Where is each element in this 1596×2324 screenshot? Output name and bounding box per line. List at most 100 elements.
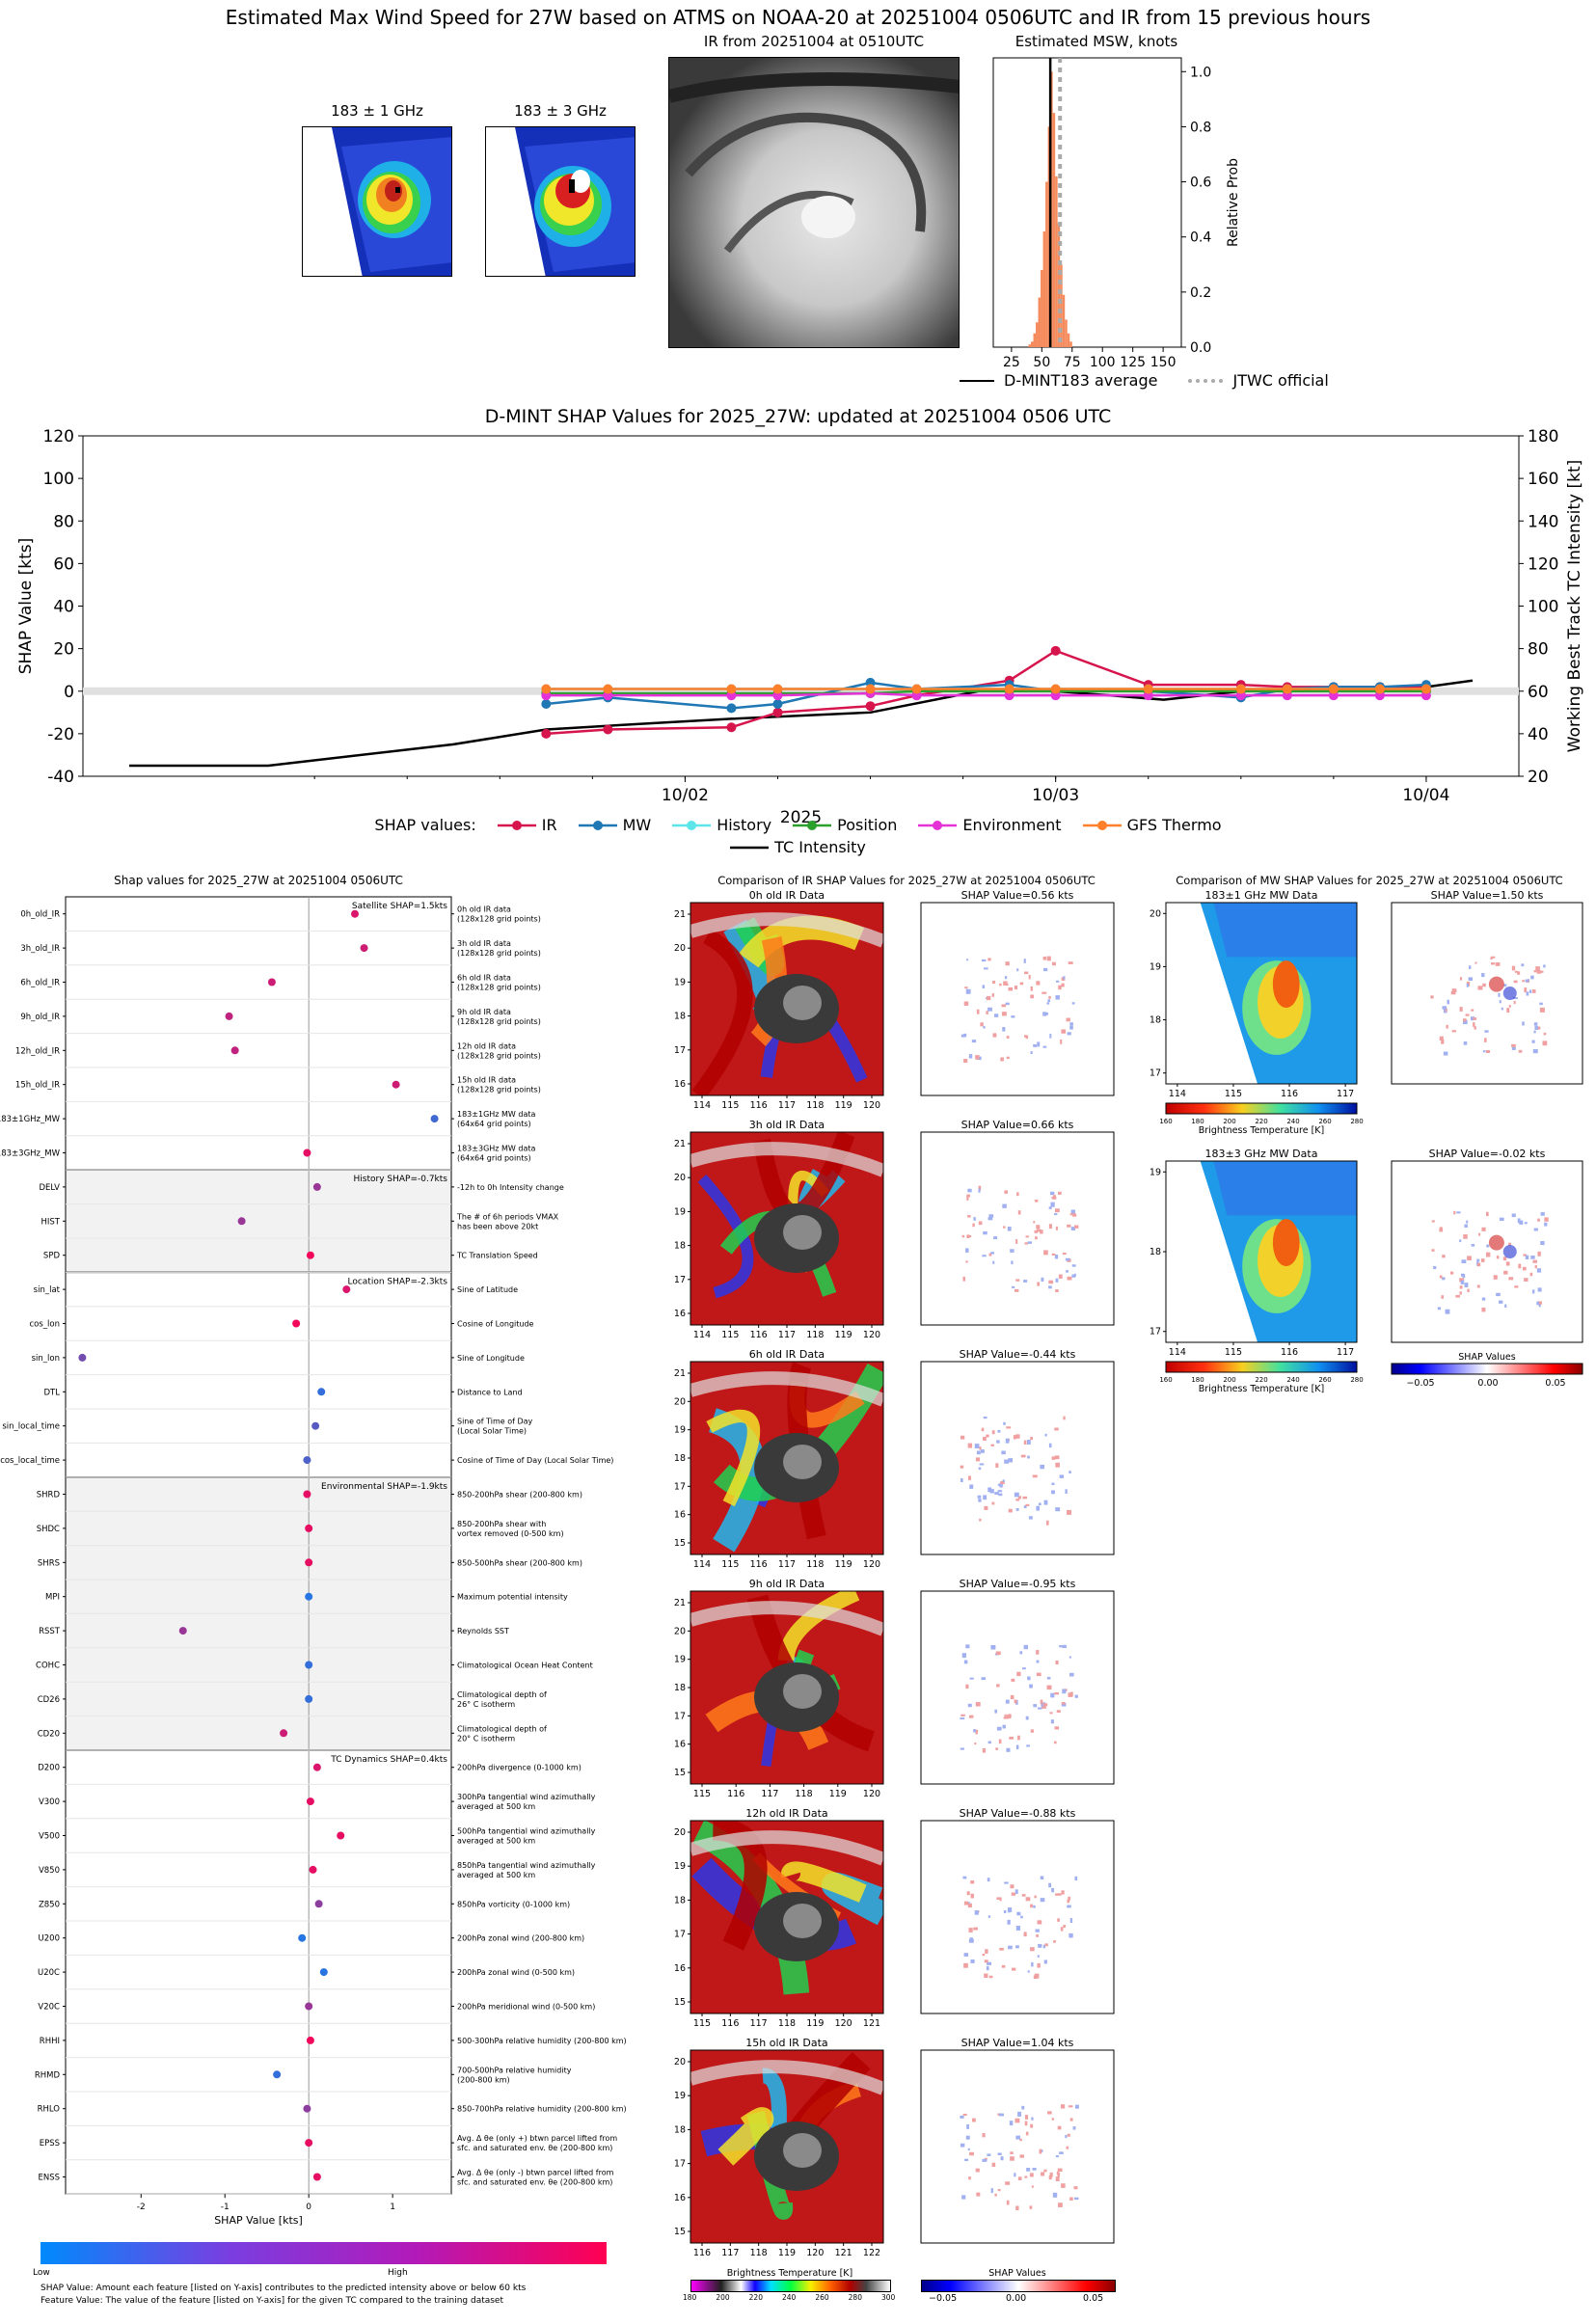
- feat-dot: [306, 1251, 314, 1259]
- feat-name-label: 9h_old_IR: [20, 1013, 60, 1022]
- shap-pixel: [987, 1487, 992, 1493]
- shap-pixel: [1021, 1894, 1026, 1897]
- feat-desc-label: 20° C isotherm: [457, 1734, 515, 1743]
- feat-name-label: V850: [39, 1866, 60, 1876]
- feat-dot: [305, 1558, 313, 1567]
- ir-y-tick-label: 16: [674, 1510, 686, 1521]
- hist-bar: [1031, 341, 1034, 347]
- ir-shap-image: [920, 902, 1115, 1096]
- feat-name-label: cos_local_time: [0, 1456, 60, 1466]
- ir-y-tick-label: 19: [674, 1425, 686, 1436]
- shap-pixel: [960, 1465, 964, 1469]
- shap-pixel: [1023, 1932, 1027, 1937]
- shap-pixel: [1476, 1262, 1481, 1267]
- feat-desc-label: (64x64 grid points): [457, 1120, 531, 1128]
- feat-dot: [303, 2104, 311, 2113]
- shap-pixel: [1051, 1490, 1055, 1495]
- shap-pixel: [980, 1449, 985, 1453]
- shap-pixel: [1522, 1021, 1525, 1026]
- hist-bar: [1062, 294, 1066, 347]
- feat-desc-label: 9h old IR data: [457, 1008, 511, 1016]
- feat-dot: [273, 2070, 282, 2079]
- shap-pixel: [1058, 2202, 1063, 2207]
- ts-ytick-label: 80: [53, 512, 74, 531]
- shap-pixel: [1003, 1716, 1009, 1719]
- shap-pixel: [1011, 1015, 1015, 1018]
- feat-dot: [305, 1592, 313, 1601]
- shap-pixel: [965, 1260, 968, 1263]
- shap-pixel: [1069, 1022, 1073, 1026]
- shap-pixel: [996, 1440, 1000, 1444]
- shap-pixel: [968, 1938, 974, 1943]
- ir-y-tick-label: 19: [674, 1655, 686, 1665]
- shap-pixel: [1053, 1195, 1056, 1200]
- ir-shap-cbar-label: SHAP Values: [988, 2268, 1046, 2279]
- hist-xtick-label: 25: [1003, 355, 1020, 370]
- shap-pixel: [1046, 956, 1051, 961]
- shap-pixel: [967, 1703, 972, 1708]
- feat-group-label: History SHAP=-0.7kts: [354, 1175, 448, 1184]
- shap-pixel: [1467, 1288, 1470, 1293]
- feat-name-label: 183±3GHz_MW: [0, 1149, 61, 1159]
- shap-pixel: [1043, 1500, 1048, 1505]
- shap-pixel: [1066, 2146, 1069, 2149]
- shap-pixel: [1007, 1227, 1012, 1231]
- ts-point-ir: [865, 701, 876, 712]
- shap-pixel: [1471, 1009, 1474, 1012]
- shap-pixel: [1054, 1213, 1058, 1216]
- feat-group-band: [66, 1170, 451, 1273]
- shap-pixel: [1453, 1210, 1456, 1215]
- shap-pixel: [995, 1463, 999, 1468]
- feat-dot: [305, 1661, 313, 1669]
- feat-name-label: 15h_old_IR: [15, 1081, 60, 1091]
- cbar-high-label: High: [388, 2268, 408, 2278]
- shap-pixel: [1481, 973, 1485, 978]
- shap-pixel: [1539, 1002, 1543, 1006]
- ir-cbar-tick-label: 240: [782, 2293, 797, 2302]
- feat-name-label: EPSS: [40, 2139, 60, 2148]
- shap-pixel: [962, 2113, 967, 2117]
- shap-pixel: [1543, 1032, 1547, 1036]
- ts-ytick-label: 100: [43, 470, 74, 489]
- ir-y-tick-label: 15: [674, 2227, 686, 2237]
- shap-pixel: [964, 2158, 969, 2162]
- shap-pixel: [1060, 2104, 1066, 2109]
- shap-pixel: [1441, 1039, 1445, 1044]
- shap-pixel: [1511, 1046, 1516, 1050]
- shap-pixel: [1015, 2205, 1019, 2211]
- shap-pixel: [1069, 1656, 1071, 1659]
- shap-pixel: [1005, 961, 1010, 966]
- shap-pixel: [1032, 2167, 1037, 2171]
- ir-x-tick-label: 116: [750, 1100, 768, 1111]
- shap-pixel: [1030, 1436, 1033, 1441]
- shap-pixel: [1055, 995, 1060, 1000]
- shap-pixel: [966, 1891, 970, 1896]
- shap-pixel: [996, 1726, 1002, 1731]
- ir-shap-frame: [920, 2049, 1115, 2244]
- shap-pixel: [1002, 1027, 1006, 1032]
- shap-pixel: [1007, 1919, 1011, 1925]
- ir-x-tick-label: 115: [693, 2018, 711, 2029]
- shap-pixel: [1026, 1440, 1031, 1445]
- hist-bar: [1045, 181, 1048, 347]
- ir-x-tick-label: 119: [835, 1330, 852, 1340]
- shap-pixel: [1036, 1229, 1041, 1232]
- ir-thumbnail: [668, 57, 960, 348]
- shap-pixel: [982, 1255, 987, 1257]
- shap-pixel: [1003, 1909, 1007, 1914]
- shap-pixel: [1476, 1284, 1480, 1288]
- shap-pixel: [1430, 995, 1434, 999]
- shap-pixel: [1441, 1295, 1444, 1299]
- shap-pixel: [978, 1499, 982, 1502]
- shap-pixel: [1524, 1278, 1528, 1282]
- mw-colorbar: [1165, 1361, 1358, 1373]
- shap-pixel: [975, 1702, 981, 1707]
- shap-pixel: [1036, 1672, 1041, 1677]
- shap-pixel: [1068, 2105, 1073, 2108]
- ir-band: [691, 929, 753, 1095]
- ir-y-tick-label: 17: [674, 1481, 686, 1492]
- shap-pixel: [997, 2113, 1001, 2116]
- ts-point-gfs: [1143, 684, 1153, 694]
- feat-group-label: Satellite SHAP=1.5kts: [352, 902, 447, 911]
- shap-pixel: [1028, 974, 1031, 980]
